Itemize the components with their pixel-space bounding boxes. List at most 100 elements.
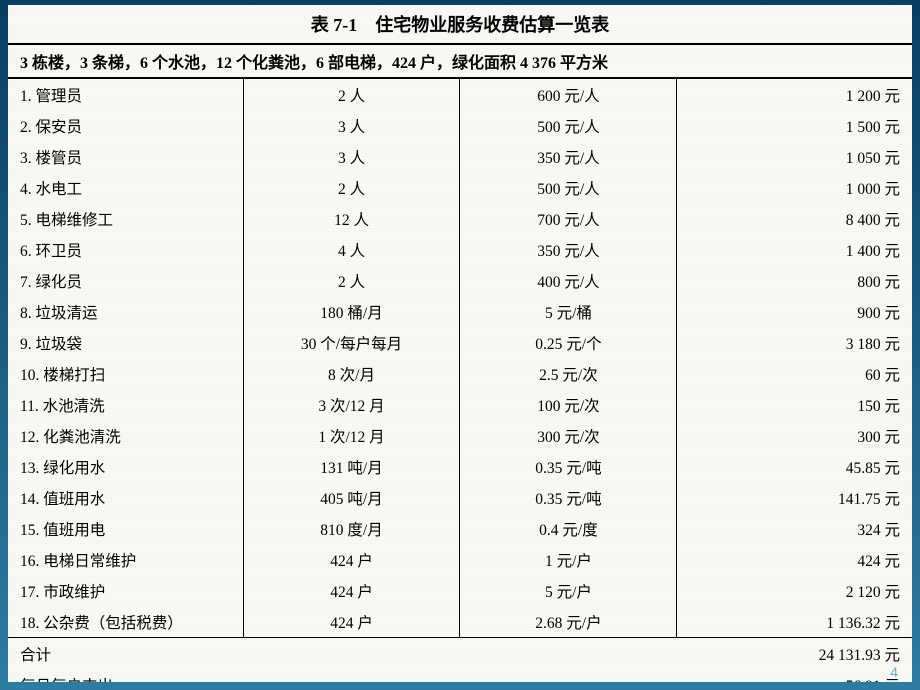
cell-item: 18. 公杂费（包括税费）: [8, 606, 243, 637]
cell-rate: 600 元/人: [460, 79, 677, 110]
cell-quantity: 810 度/月: [243, 513, 460, 544]
cell-rate: 5 元/户: [460, 575, 677, 606]
table-row: 2. 保安员3 人500 元/人1 500 元: [8, 110, 912, 141]
cell-amount: 60 元: [677, 358, 912, 389]
cell-amount: 1 400 元: [677, 234, 912, 265]
cell-quantity: 3 次/12 月: [243, 389, 460, 420]
cell-amount: 1 200 元: [677, 79, 912, 110]
cell-amount: 800 元: [677, 265, 912, 296]
totals-label: 合计: [8, 638, 460, 669]
cell-item: 12. 化粪池清洗: [8, 420, 243, 451]
cell-quantity: 131 吨/月: [243, 451, 460, 482]
cell-item: 6. 环卫员: [8, 234, 243, 265]
cell-item: 4. 水电工: [8, 172, 243, 203]
table-title: 表 7-1 住宅物业服务收费估算一览表: [8, 5, 912, 43]
table-row: 13. 绿化用水131 吨/月0.35 元/吨45.85 元: [8, 451, 912, 482]
cell-quantity: 2 人: [243, 172, 460, 203]
cell-quantity: 30 个/每户每月: [243, 327, 460, 358]
cell-item: 1. 管理员: [8, 79, 243, 110]
cell-item: 2. 保安员: [8, 110, 243, 141]
totals-section: 合计24 131.93 元每月每户支出56.91 元: [8, 637, 912, 682]
totals-amount: 56.91 元: [460, 669, 912, 682]
cell-quantity: 8 次/月: [243, 358, 460, 389]
table-row: 7. 绿化员2 人400 元/人800 元: [8, 265, 912, 296]
cell-quantity: 1 次/12 月: [243, 420, 460, 451]
cell-amount: 300 元: [677, 420, 912, 451]
totals-label: 每月每户支出: [8, 669, 460, 682]
cell-rate: 0.25 元/个: [460, 327, 677, 358]
fee-estimate-table: 1. 管理员2 人600 元/人1 200 元2. 保安员3 人500 元/人1…: [8, 79, 912, 637]
cell-item: 7. 绿化员: [8, 265, 243, 296]
cell-rate: 700 元/人: [460, 203, 677, 234]
table-row: 14. 值班用水405 吨/月0.35 元/吨141.75 元: [8, 482, 912, 513]
cell-item: 9. 垃圾袋: [8, 327, 243, 358]
cell-item: 15. 值班用电: [8, 513, 243, 544]
cell-amount: 424 元: [677, 544, 912, 575]
totals-row: 每月每户支出56.91 元: [8, 669, 912, 682]
cell-amount: 8 400 元: [677, 203, 912, 234]
cell-quantity: 12 人: [243, 203, 460, 234]
table-row: 10. 楼梯打扫8 次/月2.5 元/次60 元: [8, 358, 912, 389]
table-row: 16. 电梯日常维护424 户1 元/户424 元: [8, 544, 912, 575]
cell-amount: 45.85 元: [677, 451, 912, 482]
table-row: 4. 水电工2 人500 元/人1 000 元: [8, 172, 912, 203]
totals-row: 合计24 131.93 元: [8, 638, 912, 669]
table-row: 3. 楼管员3 人350 元/人1 050 元: [8, 141, 912, 172]
table-row: 9. 垃圾袋30 个/每户每月0.25 元/个3 180 元: [8, 327, 912, 358]
cell-item: 10. 楼梯打扫: [8, 358, 243, 389]
cell-amount: 1 136.32 元: [677, 606, 912, 637]
cell-rate: 350 元/人: [460, 234, 677, 265]
table-row: 12. 化粪池清洗1 次/12 月300 元/次300 元: [8, 420, 912, 451]
cell-amount: 1 000 元: [677, 172, 912, 203]
page-number: 4: [890, 664, 898, 680]
cell-rate: 500 元/人: [460, 172, 677, 203]
cell-rate: 400 元/人: [460, 265, 677, 296]
cell-quantity: 424 户: [243, 606, 460, 637]
cell-item: 11. 水池清洗: [8, 389, 243, 420]
cell-rate: 300 元/次: [460, 420, 677, 451]
cell-amount: 1 050 元: [677, 141, 912, 172]
cell-quantity: 405 吨/月: [243, 482, 460, 513]
cell-quantity: 424 户: [243, 544, 460, 575]
cell-quantity: 2 人: [243, 265, 460, 296]
document-page: 表 7-1 住宅物业服务收费估算一览表 3 栋楼，3 条梯，6 个水池，12 个…: [8, 5, 912, 682]
cell-item: 14. 值班用水: [8, 482, 243, 513]
cell-rate: 0.35 元/吨: [460, 451, 677, 482]
cell-item: 17. 市政维护: [8, 575, 243, 606]
cell-amount: 141.75 元: [677, 482, 912, 513]
table-row: 5. 电梯维修工12 人700 元/人8 400 元: [8, 203, 912, 234]
table-row: 6. 环卫员4 人350 元/人1 400 元: [8, 234, 912, 265]
cell-rate: 500 元/人: [460, 110, 677, 141]
cell-quantity: 4 人: [243, 234, 460, 265]
cell-rate: 0.35 元/吨: [460, 482, 677, 513]
cell-rate: 5 元/桶: [460, 296, 677, 327]
table-row: 18. 公杂费（包括税费）424 户2.68 元/户1 136.32 元: [8, 606, 912, 637]
cell-rate: 2.68 元/户: [460, 606, 677, 637]
table-row: 17. 市政维护424 户5 元/户2 120 元: [8, 575, 912, 606]
cell-rate: 1 元/户: [460, 544, 677, 575]
cell-quantity: 3 人: [243, 141, 460, 172]
cell-amount: 3 180 元: [677, 327, 912, 358]
cell-item: 13. 绿化用水: [8, 451, 243, 482]
totals-amount: 24 131.93 元: [460, 638, 912, 669]
table-row: 8. 垃圾清运180 桶/月5 元/桶900 元: [8, 296, 912, 327]
cell-rate: 350 元/人: [460, 141, 677, 172]
cell-item: 16. 电梯日常维护: [8, 544, 243, 575]
cell-item: 5. 电梯维修工: [8, 203, 243, 234]
cell-amount: 324 元: [677, 513, 912, 544]
cell-quantity: 424 户: [243, 575, 460, 606]
cell-amount: 1 500 元: [677, 110, 912, 141]
cell-quantity: 2 人: [243, 79, 460, 110]
table-row: 1. 管理员2 人600 元/人1 200 元: [8, 79, 912, 110]
cell-rate: 100 元/次: [460, 389, 677, 420]
cell-item: 3. 楼管员: [8, 141, 243, 172]
cell-rate: 2.5 元/次: [460, 358, 677, 389]
cell-amount: 900 元: [677, 296, 912, 327]
table-subtitle: 3 栋楼，3 条梯，6 个水池，12 个化粪池，6 部电梯，424 户，绿化面积…: [8, 43, 912, 79]
cell-rate: 0.4 元/度: [460, 513, 677, 544]
cell-quantity: 180 桶/月: [243, 296, 460, 327]
cell-amount: 2 120 元: [677, 575, 912, 606]
cell-quantity: 3 人: [243, 110, 460, 141]
cell-item: 8. 垃圾清运: [8, 296, 243, 327]
cell-amount: 150 元: [677, 389, 912, 420]
